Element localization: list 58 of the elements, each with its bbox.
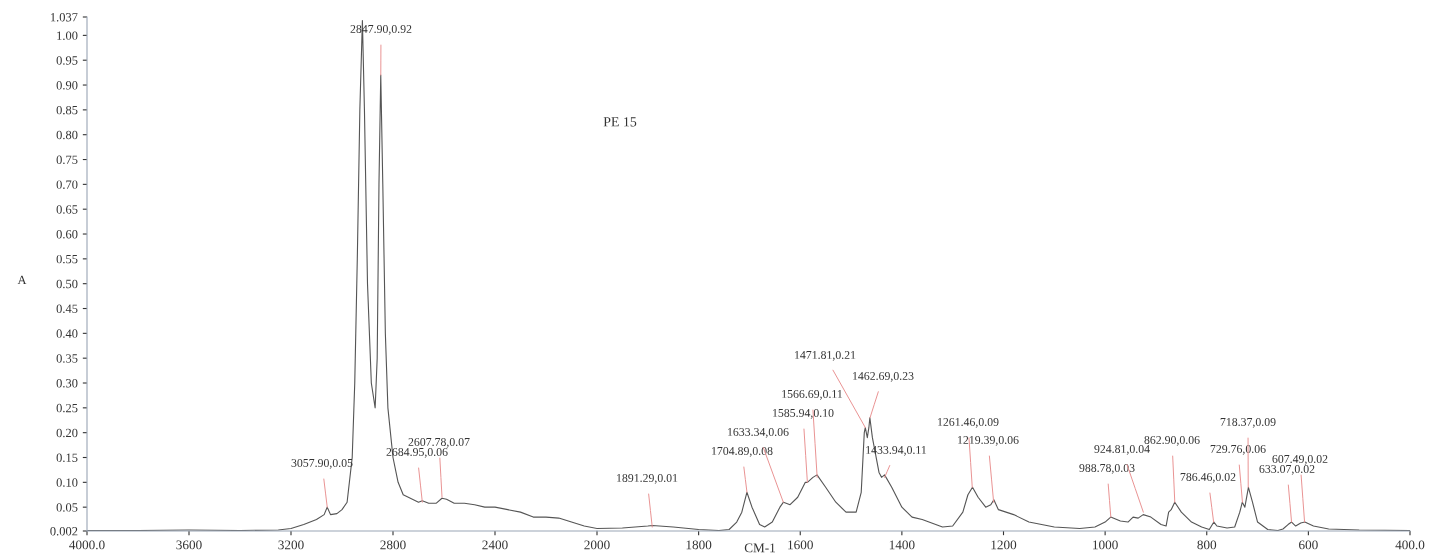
annotation: 1219.39,0.06 — [958, 435, 1019, 446]
annotation: 924.81,0.04 — [1094, 444, 1150, 455]
x-tick-label: 1600 — [788, 540, 813, 550]
y-tick-label: 0.40 — [56, 329, 78, 338]
annotation: 1891.29,0.01 — [617, 473, 678, 484]
annotation: 1433.94,0.11 — [866, 445, 927, 456]
y-tick-label: 0.10 — [56, 478, 78, 487]
annotation: 1566.69,0.11 — [782, 389, 843, 400]
y-tick-label: 0.002 — [50, 527, 78, 536]
annotation: 1585.94,0.10 — [773, 408, 834, 419]
annotation: 718.37,0.09 — [1220, 417, 1276, 428]
y-tick-label: 0.50 — [56, 279, 78, 289]
annotation: 729.76,0.06 — [1210, 444, 1266, 455]
x-tick-label: 4000.0 — [69, 540, 105, 550]
annotation: 1471.81,0.21 — [795, 350, 856, 361]
x-tick-label: 2800 — [380, 540, 406, 550]
x-tick-label: 400.0 — [1395, 540, 1425, 550]
x-tick-label: 1400 — [889, 540, 915, 550]
annotation: 1261.46,0.09 — [938, 417, 999, 428]
annotation: 633.07,0.02 — [1259, 464, 1315, 475]
x-tick-label: 600 — [1299, 540, 1318, 550]
annotation: 607.49,0.02 — [1272, 454, 1328, 465]
annotation: 1633.34,0.06 — [728, 427, 789, 438]
y-axis-title: A — [17, 275, 27, 285]
annotation: 2607.78,0.07 — [408, 437, 470, 448]
y-tick-label: 0.90 — [56, 81, 78, 90]
y-tick-label: 0.75 — [56, 155, 78, 165]
x-axis-title: CM-1 — [744, 543, 775, 553]
y-tick-label: 0.85 — [56, 105, 78, 115]
x-tick-label: 800 — [1197, 540, 1217, 550]
x-tick-label: 2400 — [482, 540, 508, 550]
text: PE 15 — [603, 117, 637, 127]
x-tick-label: 1000 — [1093, 540, 1118, 550]
y-tick-label: 0.05 — [56, 503, 78, 512]
y-tick-label: 0.25 — [56, 403, 78, 413]
annotation: 1704.89,0.08 — [712, 446, 773, 457]
y-tick-label: 0.20 — [56, 428, 78, 438]
annotation: 862.90,0.06 — [1144, 435, 1200, 446]
x-tick-label: 3600 — [176, 540, 202, 550]
y-tick-label: 0.30 — [56, 379, 78, 388]
y-tick-label: 0.95 — [56, 56, 78, 65]
y-tick-label: 0.80 — [56, 130, 78, 140]
y-tick-label: 0.60 — [56, 230, 78, 239]
y-tick-label: 1.037 — [50, 13, 78, 22]
x-tick-label: 3200 — [278, 540, 304, 550]
y-tick-label: 1.00 — [57, 31, 78, 40]
y-tick-label: 0.15 — [56, 453, 78, 463]
annotation: 786.46,0.02 — [1180, 472, 1236, 483]
y-tick-label: 0.65 — [56, 205, 78, 214]
x-tick-label: 2000 — [584, 540, 610, 550]
annotation: 1462.69,0.23 — [853, 371, 914, 382]
y-tick-label: 0.70 — [56, 180, 78, 189]
x-tick-label: 1800 — [686, 540, 712, 550]
y-tick-label: 0.35 — [56, 354, 78, 363]
x-tick-label: 1200 — [991, 540, 1017, 550]
y-tick-label: 0.45 — [56, 304, 78, 314]
y-tick-label: 0.55 — [56, 254, 78, 264]
annotation: 988.78,0.03 — [1079, 463, 1135, 474]
